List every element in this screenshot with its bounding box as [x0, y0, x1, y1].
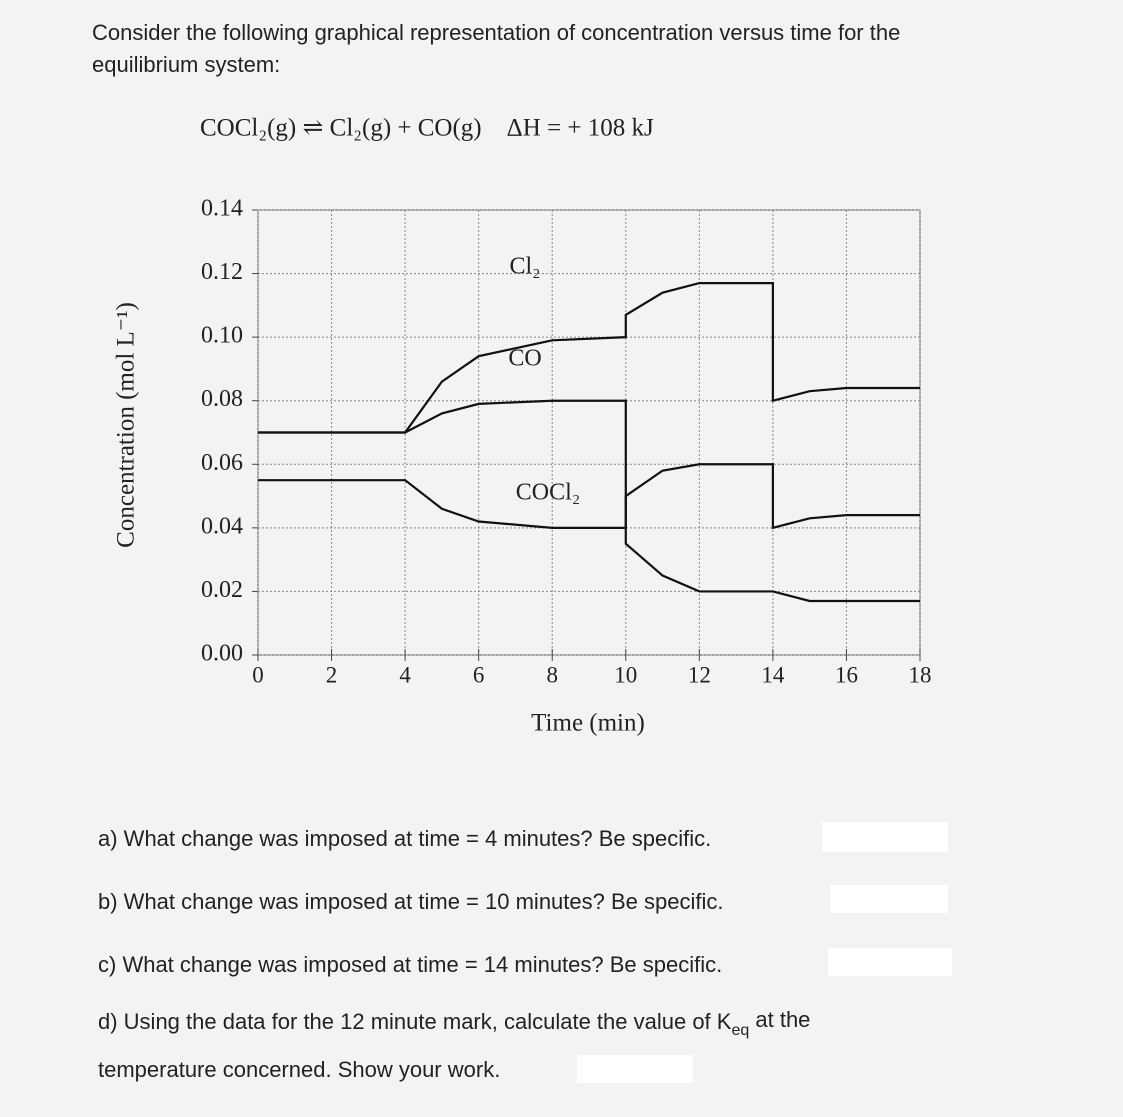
- data-line: [258, 282, 920, 434]
- chart: 0.00 0.02 0.04 0.06 0.08 0.10 0.12 0.14 0 2 4 6 8 10 1…: [113, 196, 932, 737]
- x-axis-label: Time (min): [531, 710, 645, 737]
- x-tick-label: 0: [252, 662, 264, 687]
- x-tick-label: 8: [546, 662, 558, 687]
- x-tick-label: 2: [326, 662, 338, 687]
- question-part: at the: [749, 1007, 810, 1032]
- answer-box[interactable]: [577, 1055, 693, 1083]
- data-line: [258, 463, 920, 530]
- x-tick-label: 4: [399, 662, 411, 687]
- y-tick-label: 0.08: [201, 386, 243, 412]
- intro-text: equilibrium system:: [92, 52, 280, 77]
- question: a) What change was imposed at time = 4 m…: [98, 826, 711, 851]
- y-tick-label: 0.04: [201, 513, 243, 539]
- series-label: COCl₂: [516, 480, 580, 506]
- y-axis-label: Concentration (mol L⁻¹): [113, 302, 140, 548]
- answer-box[interactable]: [822, 822, 948, 852]
- question: d) Using the data for the 12 minute mark…: [98, 1007, 810, 1039]
- y-tick-label: 0.06: [201, 450, 243, 476]
- y-tick-label: 0.14: [201, 196, 243, 222]
- answer-box[interactable]: [830, 885, 948, 913]
- x-tick-label: 12: [688, 662, 711, 687]
- data-line: [258, 399, 920, 603]
- series-label: Cl₂: [509, 254, 540, 280]
- x-tick-label: 14: [761, 662, 785, 687]
- question: b) What change was imposed at time = 10 …: [98, 889, 723, 914]
- y-tick-label: 0.12: [201, 259, 243, 285]
- answer-box[interactable]: [828, 948, 952, 976]
- series-label: CO: [508, 346, 541, 372]
- subscript: eq: [731, 1022, 749, 1039]
- equation: COCl₂(g) ⇌ Cl₂(g) + CO(g) ΔH = + 108 kJ: [200, 115, 654, 142]
- y-tick-label: 0.00: [201, 641, 243, 667]
- intro-text: Consider the following graphical represe…: [92, 20, 900, 45]
- question: c) What change was imposed at time = 14 …: [98, 952, 722, 977]
- y-tick-label: 0.10: [201, 323, 243, 349]
- x-tick-label: 16: [835, 662, 858, 687]
- y-tick-label: 0.02: [201, 577, 243, 603]
- question-part: d) Using the data for the 12 minute mark…: [98, 1009, 732, 1034]
- x-tick-label: 10: [614, 662, 637, 687]
- question: temperature concerned. Show your work.: [98, 1057, 500, 1082]
- x-tick-label: 6: [473, 662, 485, 687]
- x-tick-label: 18: [909, 662, 932, 687]
